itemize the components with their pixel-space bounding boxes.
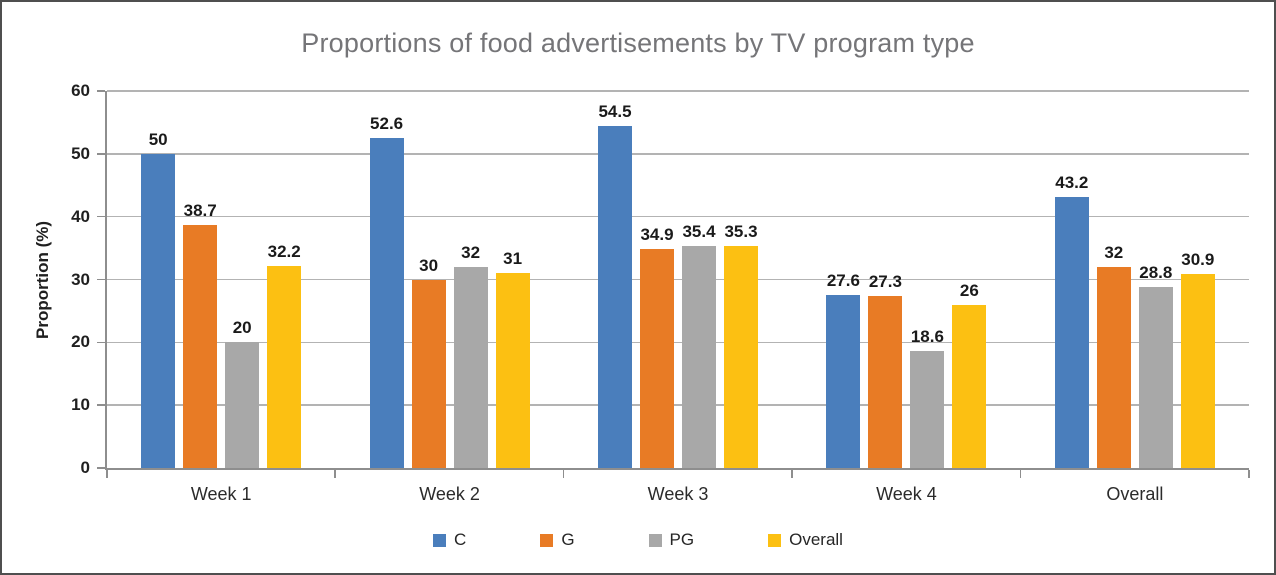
bar-value-label: 32.2 — [267, 241, 301, 261]
y-tick-label: 50 — [71, 143, 90, 163]
plot-area: 50 38.7 20 32.2 52.6 30 32 31 54.5 34.9 35.4 35.3 27… — [105, 90, 1249, 470]
bar-value-label: 27.3 — [868, 272, 902, 292]
x-category-label: Week 4 — [876, 484, 937, 504]
x-tick-mark — [1019, 470, 1022, 478]
bar-PG-week-4 — [910, 351, 945, 468]
bar-value-label: 26 — [959, 280, 979, 300]
x-tick-mark — [562, 470, 565, 478]
y-tick-label: 60 — [71, 81, 90, 100]
bar-C-week-2 — [369, 137, 404, 468]
legend-swatch-g — [540, 533, 554, 547]
y-tick-label: 40 — [71, 206, 90, 226]
y-tick-label: 30 — [71, 269, 90, 289]
bar-C-overall — [1054, 196, 1089, 468]
gridline — [107, 215, 1249, 218]
bar-Overall-week-3 — [723, 246, 758, 468]
x-category-label: Week 2 — [419, 484, 480, 504]
legend-swatch-c — [433, 533, 447, 547]
bar-Overall-week-4 — [952, 304, 987, 468]
legend-label: Overall — [789, 530, 843, 549]
gridline — [107, 90, 1249, 92]
x-tick-mark — [791, 470, 793, 478]
x-category-label: Overall — [1106, 484, 1164, 504]
bar-group-week-4: 27.6 27.3 18.6 26 — [792, 91, 1020, 468]
bar-G-week-2 — [411, 279, 446, 468]
bar-G-overall — [1096, 266, 1131, 468]
bar-Overall-overall — [1180, 273, 1215, 468]
x-tick-mark — [1248, 470, 1250, 478]
legend-item-g: G — [540, 530, 575, 550]
bar-Overall-week-1 — [267, 265, 302, 468]
chart-title: Proportions of food advertisements by TV… — [301, 28, 975, 58]
bar-value-label: 38.7 — [183, 200, 217, 220]
legend-swatch-pg — [648, 533, 662, 547]
bar-PG-week-1 — [225, 342, 260, 468]
bar-G-week-1 — [183, 224, 218, 468]
y-tick-mark — [97, 278, 105, 281]
x-axis-labels: Week 1 Week 2 Week 3 Week 4 Overall — [107, 484, 1249, 505]
y-tick-mark — [97, 467, 105, 469]
bar-PG-week-2 — [453, 266, 488, 468]
x-category-label: Week 3 — [647, 484, 709, 504]
bar-G-week-3 — [639, 248, 674, 468]
legend-label: PG — [669, 530, 695, 549]
bar-value-label: 20 — [232, 318, 252, 338]
bar-value-label: 31 — [503, 249, 523, 269]
y-tick-mark — [97, 215, 105, 218]
legend: C G PG Overall — [2, 530, 1274, 550]
bar-PG-overall — [1138, 287, 1173, 468]
gridline — [107, 404, 1249, 406]
bar-C-week-1 — [141, 153, 176, 468]
y-tick-mark — [97, 404, 105, 406]
bar-value-label: 32 — [1104, 242, 1124, 262]
bar-value-label: 32 — [461, 242, 481, 262]
bar-value-label: 50 — [148, 129, 168, 149]
bar-value-label: 52.6 — [370, 113, 404, 133]
bar-C-week-4 — [826, 294, 861, 468]
legend-item-overall: Overall — [768, 530, 843, 550]
bar-value-label: 28.8 — [1139, 263, 1173, 283]
y-tick-mark — [97, 153, 105, 155]
bar-value-label: 30.9 — [1181, 249, 1215, 269]
y-tick-label: 10 — [71, 395, 90, 415]
legend-item-c: C — [433, 530, 466, 550]
bar-value-label: 43.2 — [1055, 172, 1089, 192]
gridline — [107, 341, 1249, 344]
bar-G-week-4 — [868, 296, 903, 468]
bar-value-label: 27.6 — [826, 270, 860, 290]
bar-Overall-week-2 — [495, 273, 530, 468]
bar-PG-week-3 — [681, 245, 716, 468]
legend-label: G — [561, 530, 575, 549]
y-tick-label: 0 — [80, 458, 90, 477]
bar-value-label: 30 — [419, 255, 439, 275]
legend-swatch-overall — [768, 533, 782, 547]
bar-group-week-2: 52.6 30 32 31 — [335, 91, 563, 468]
bar-C-week-3 — [597, 125, 632, 468]
bar-value-label: 34.9 — [640, 224, 674, 244]
x-category-label: Week 1 — [190, 484, 252, 504]
bar-group-week-3: 54.5 34.9 35.4 35.3 — [564, 91, 792, 468]
bar-group-week-1: 50 38.7 20 32.2 — [107, 91, 335, 468]
y-tick-label: 20 — [71, 332, 90, 352]
gridline — [107, 153, 1249, 155]
bar-value-label: 18.6 — [910, 327, 944, 347]
y-tick-mark — [97, 341, 105, 344]
bar-group-overall: 43.2 32 28.8 30.9 — [1021, 91, 1249, 468]
legend-item-pg: PG — [648, 530, 695, 550]
gridline — [107, 278, 1249, 281]
bar-value-label: 35.3 — [724, 222, 758, 242]
x-tick-mark — [334, 470, 336, 478]
y-tick-mark — [97, 90, 105, 92]
x-tick-mark — [106, 470, 108, 478]
bar-value-label: 35.4 — [682, 221, 716, 241]
bar-value-label: 54.5 — [598, 101, 632, 121]
legend-label: C — [454, 530, 467, 549]
